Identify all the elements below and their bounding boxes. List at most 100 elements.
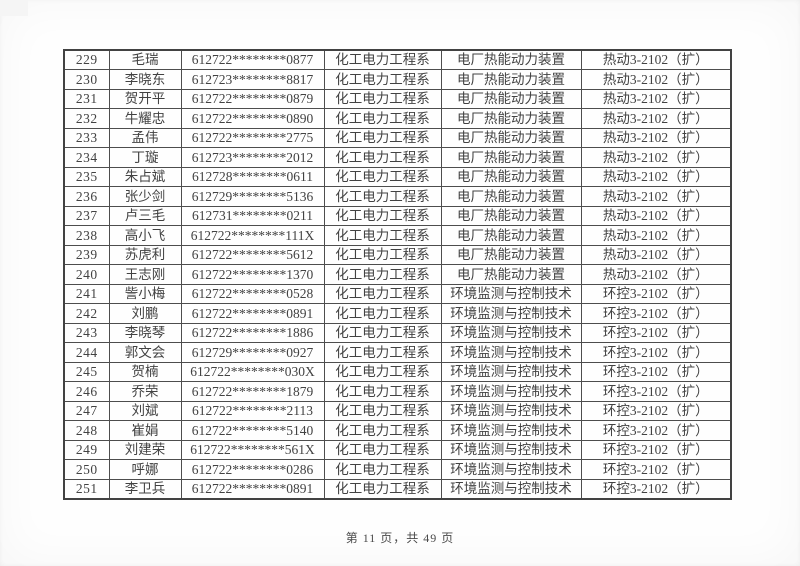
cell-id-number: 612729********0927 (180, 342, 325, 363)
cell-serial-number: 250 (63, 459, 110, 480)
table-row: 236 张少剑 612729********5136 化工电力工程系 电厂热能动力装置热… (63, 186, 732, 207)
cell-id-number: 612722********5612 (180, 244, 325, 265)
table-row: 237 卢三毛 612731********0211 化工电力工程系 电厂热能动力装置热… (63, 205, 732, 226)
cell-major: 环境监测与控制技术 (440, 381, 582, 402)
cell-student-name: 呼娜 (108, 459, 182, 480)
page-footer: 第 11 页，共 49 页 (345, 531, 455, 545)
table-row: 235 朱占斌 612728********0611 化工电力工程系 电厂热能动力装置热… (63, 166, 732, 187)
cell-serial-number: 243 (63, 322, 110, 343)
cell-major: 电厂热能动力装置 (440, 108, 582, 129)
cell-class-name: 环控3-2102（扩） (580, 283, 732, 304)
cell-student-name: 刘鹏 (108, 303, 182, 324)
cell-id-number: 612728********0611 (180, 166, 325, 187)
cell-department: 化工电力工程系 (323, 264, 442, 285)
table-row: 231 贺开平 612722********0879 化工电力工程系 电厂热能动力装置热… (63, 88, 732, 109)
cell-department: 化工电力工程系 (323, 205, 442, 226)
cell-department: 化工电力工程系 (323, 166, 442, 187)
cell-id-number: 612722********1879 (180, 381, 325, 402)
cell-student-name: 訾小梅 (108, 283, 182, 304)
cell-major: 环境监测与控制技术 (440, 400, 582, 421)
cell-student-name: 丁璇 (108, 147, 182, 168)
cell-student-name: 张少剑 (108, 186, 182, 207)
cell-serial-number: 247 (63, 400, 110, 421)
cell-student-name: 苏虎利 (108, 244, 182, 265)
cell-serial-number: 237 (63, 205, 110, 226)
cell-department: 化工电力工程系 (323, 147, 442, 168)
table-row: 233 孟伟 612722********2775 化工电力工程系 电厂热能动力装置 热动… (63, 127, 732, 148)
cell-major: 电厂热能动力装置 (440, 264, 582, 285)
cell-student-name: 李晓东 (108, 69, 182, 90)
cell-major: 环境监测与控制技术 (440, 322, 582, 343)
cell-class-name: 环控3-2102（扩） (580, 459, 732, 480)
cell-serial-number: 236 (63, 186, 110, 207)
cell-class-name: 环控3-2102（扩） (580, 303, 732, 324)
cell-serial-number: 230 (63, 69, 110, 90)
cell-serial-number: 248 (63, 420, 110, 441)
cell-class-name: 热动3-2102（扩） (580, 186, 732, 207)
cell-class-name: 热动3-2102（扩） (580, 166, 732, 187)
table-row: 230 李晓东 612723********8817 化工电力工程系 电厂热能动力装置热… (63, 69, 732, 90)
table-row: 234 丁璇 612723********2012 化工电力工程系 电厂热能动力装置 热动… (63, 147, 732, 168)
cell-class-name: 环控3-2102（扩） (580, 381, 732, 402)
cell-id-number: 612723********8817 (180, 69, 325, 90)
cell-class-name: 热动3-2102（扩） (580, 147, 732, 168)
cell-class-name: 环控3-2102（扩） (580, 342, 732, 363)
cell-class-name: 环控3-2102（扩） (580, 478, 732, 499)
cell-id-number: 612722********2113 (180, 400, 325, 421)
cell-department: 化工电力工程系 (323, 381, 442, 402)
cell-id-number: 612722********5140 (180, 420, 325, 441)
cell-student-name: 乔荣 (108, 381, 182, 402)
cell-serial-number: 235 (63, 166, 110, 187)
cell-major: 环境监测与控制技术 (440, 342, 582, 363)
cell-major: 环境监测与控制技术 (440, 303, 582, 324)
cell-class-name: 环控3-2102（扩） (580, 420, 732, 441)
cell-department: 化工电力工程系 (323, 420, 442, 441)
table-row: 238 高小飞 612722********111X 化工电力工程系 电厂热能动力装置热… (63, 225, 732, 246)
cell-department: 化工电力工程系 (323, 108, 442, 129)
cell-class-name: 热动3-2102（扩） (580, 205, 732, 226)
table-row: 245 贺楠 612722********030X 化工电力工程系 环境监测与控制技术环… (63, 361, 732, 382)
cell-class-name: 热动3-2102（扩） (580, 108, 732, 129)
cell-student-name: 郭文会 (108, 342, 182, 363)
cell-class-name: 热动3-2102（扩） (580, 127, 732, 148)
cell-serial-number: 239 (63, 244, 110, 265)
table-row: 246 乔荣 612722********1879 化工电力工程系 环境监测与控制技术环… (63, 381, 732, 402)
cell-serial-number: 233 (63, 127, 110, 148)
cell-major: 电厂热能动力装置 (440, 186, 582, 207)
cell-major: 电厂热能动力装置 (440, 244, 582, 265)
cell-department: 化工电力工程系 (323, 342, 442, 363)
cell-department: 化工电力工程系 (323, 69, 442, 90)
cell-department: 化工电力工程系 (323, 303, 442, 324)
cell-id-number: 612722********0877 (180, 49, 325, 70)
cell-serial-number: 241 (63, 283, 110, 304)
cell-id-number: 612729********5136 (180, 186, 325, 207)
cell-major: 环境监测与控制技术 (440, 283, 582, 304)
cell-student-name: 卢三毛 (108, 205, 182, 226)
cell-department: 化工电力工程系 (323, 244, 442, 265)
cell-id-number: 612722********0286 (180, 459, 325, 480)
scan-artifact (0, 0, 28, 16)
cell-department: 化工电力工程系 (323, 49, 442, 70)
cell-id-number: 612722********561X (180, 439, 325, 460)
table-row: 242 刘鹏 612722********0891 化工电力工程系 环境监测与控制技术环… (63, 303, 732, 324)
cell-id-number: 612722********1370 (180, 264, 325, 285)
table-row: 241 訾小梅 612722********0528 化工电力工程系 环境监测与控制技术… (63, 283, 732, 304)
cell-class-name: 热动3-2102（扩） (580, 88, 732, 109)
cell-department: 化工电力工程系 (323, 361, 442, 382)
cell-student-name: 王志刚 (108, 264, 182, 285)
cell-student-name: 牛耀忠 (108, 108, 182, 129)
table-row: 247 刘斌 612722********2113 化工电力工程系 环境监测与控制技术环… (63, 400, 732, 421)
table-row: 239 苏虎利 612722********5612 化工电力工程系 电厂热能动力装置热… (63, 244, 732, 265)
cell-class-name: 热动3-2102（扩） (580, 244, 732, 265)
cell-id-number: 612731********0211 (180, 205, 325, 226)
cell-department: 化工电力工程系 (323, 478, 442, 499)
cell-serial-number: 234 (63, 147, 110, 168)
cell-major: 电厂热能动力装置 (440, 166, 582, 187)
student-roster-table: 229 毛瑞 612722********0877 化工电力工程系 电厂热能动力装置 热动… (63, 49, 732, 500)
cell-student-name: 毛瑞 (108, 49, 182, 70)
cell-major: 电厂热能动力装置 (440, 225, 582, 246)
cell-class-name: 热动3-2102（扩） (580, 69, 732, 90)
cell-student-name: 高小飞 (108, 225, 182, 246)
cell-serial-number: 229 (63, 49, 110, 70)
cell-class-name: 环控3-2102（扩） (580, 361, 732, 382)
